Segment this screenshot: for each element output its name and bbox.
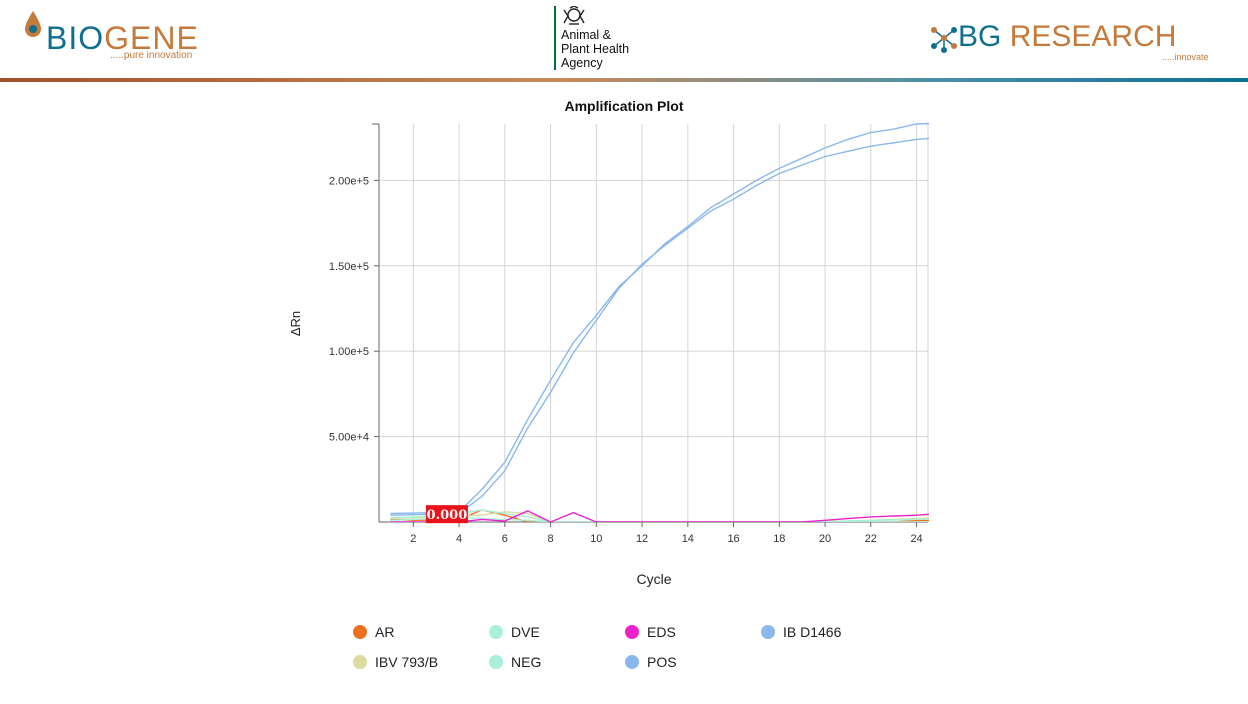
legend-swatch <box>625 625 639 639</box>
legend-item[interactable]: DVE <box>489 622 540 642</box>
threshold-marker <box>425 505 468 524</box>
x-tick-label: 14 <box>682 533 694 545</box>
legend-item[interactable]: POS <box>625 652 677 672</box>
x-tick-label: 22 <box>865 533 877 545</box>
page-header: BIOGENE .....pure innovation Animal & Pl… <box>0 0 1248 84</box>
x-tick-label: 16 <box>727 533 739 545</box>
series-line-dve <box>390 509 929 522</box>
legend-label: POS <box>647 654 677 670</box>
x-tick-label: 4 <box>456 533 462 545</box>
legend-item[interactable]: EDS <box>625 622 676 642</box>
x-tick-label: 8 <box>548 533 554 545</box>
legend-swatch <box>761 625 775 639</box>
royal-crest-icon <box>563 6 585 25</box>
x-tick-label: 24 <box>910 533 922 545</box>
legend-item[interactable]: IB D1466 <box>761 622 841 642</box>
x-axis-label: Cycle <box>636 571 672 587</box>
series-line-eds <box>390 510 929 522</box>
droplet-icon <box>25 11 41 37</box>
legend-label: EDS <box>647 624 676 640</box>
y-axis-label: ΔRn <box>288 310 304 337</box>
x-tick-label: 12 <box>636 533 648 545</box>
legend-swatch <box>353 655 367 669</box>
legend-label: IB D1466 <box>783 624 842 640</box>
legend-label: DVE <box>511 624 540 640</box>
series-line-neg <box>390 516 929 522</box>
biogene-logo: BIOGENE .....pure innovation <box>24 6 224 66</box>
chart-title: Amplification Plot <box>564 98 684 114</box>
legend-item[interactable]: IBV 793/B <box>353 652 438 672</box>
series-line-ib-d1466 <box>390 122 929 515</box>
legend-swatch <box>625 655 639 669</box>
apha-name: Animal & Plant Health Agency <box>561 28 630 70</box>
legend-item[interactable]: NEG <box>489 652 541 672</box>
legend-label: AR <box>375 624 395 640</box>
biogene-wordmark: BIOGENE <box>46 20 199 56</box>
bg-research-logo: BG RESEARCH .....innovate <box>930 18 1230 68</box>
bg-research-wordmark: BG RESEARCH <box>958 20 1177 53</box>
legend-item[interactable]: AR <box>353 622 394 642</box>
legend-swatch <box>489 625 503 639</box>
network-icon <box>931 27 957 53</box>
legend-label: IBV 793/B <box>375 654 439 670</box>
y-tick-label: 2.00e+5 <box>329 175 369 187</box>
series-line-pos <box>390 137 929 516</box>
legend-swatch <box>489 655 503 669</box>
bg-research-tagline: .....innovate <box>1162 52 1209 62</box>
y-tick-label: 1.50e+5 <box>329 261 369 273</box>
apha-green-rule <box>554 6 556 70</box>
x-tick-label: 2 <box>410 533 416 545</box>
x-tick-label: 20 <box>819 533 831 545</box>
biogene-tagline: .....pure innovation <box>110 50 193 61</box>
threshold-value-label: 0.000 <box>427 508 468 523</box>
x-tick-label: 18 <box>773 533 785 545</box>
legend-swatch <box>353 625 367 639</box>
legend-label: NEG <box>511 654 542 670</box>
x-tick-label: 6 <box>502 533 508 545</box>
brand-gradient-bar <box>0 78 1248 82</box>
y-tick-label: 5.00e+4 <box>329 432 369 444</box>
y-tick-label: 1.00e+5 <box>329 346 369 358</box>
x-tick-label: 10 <box>590 533 602 545</box>
